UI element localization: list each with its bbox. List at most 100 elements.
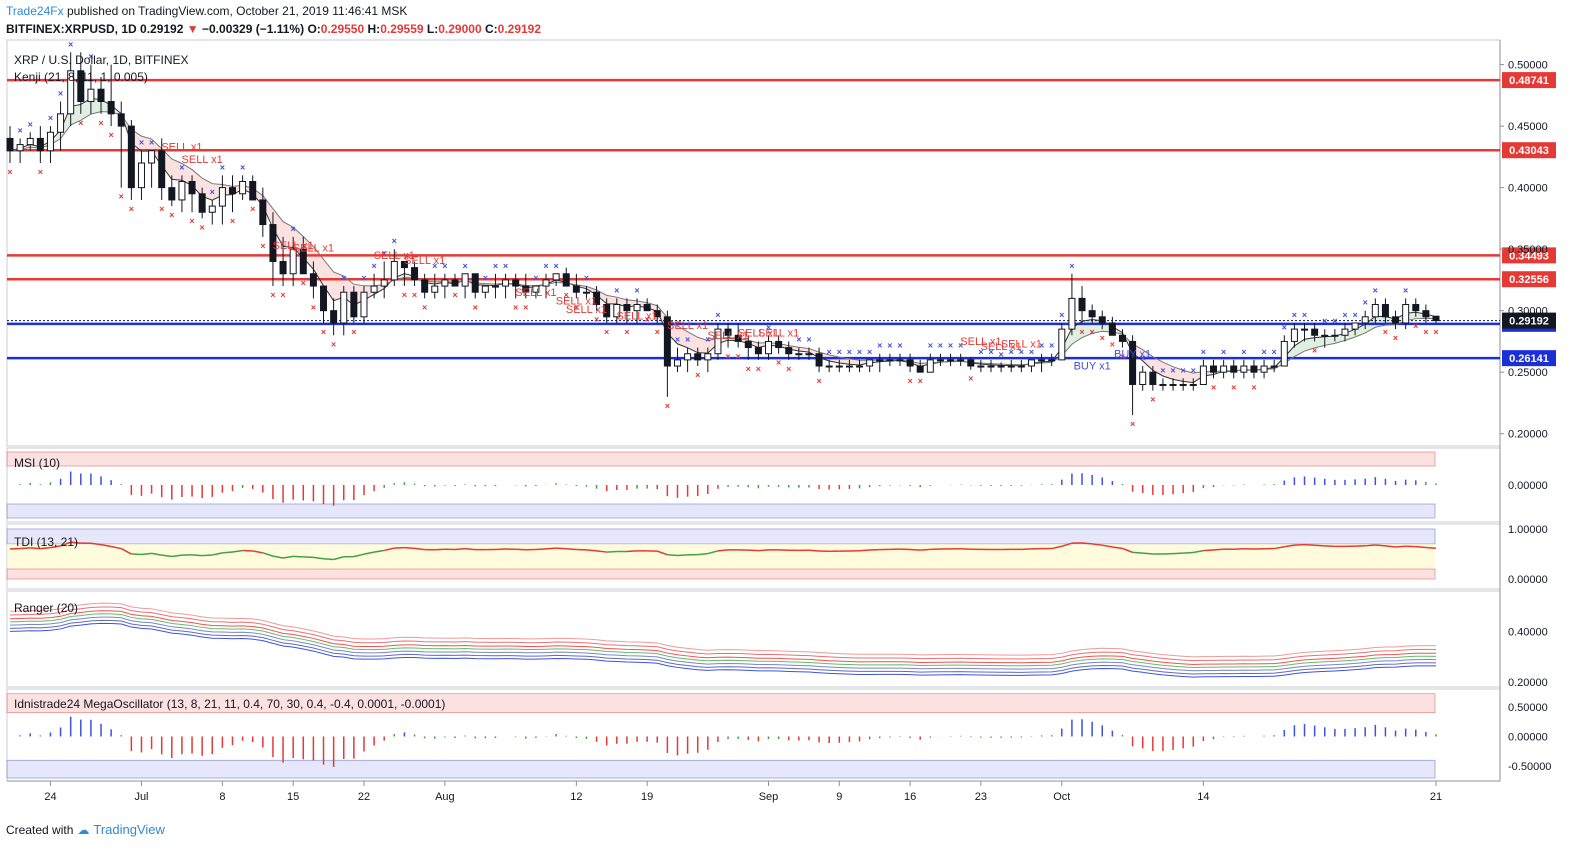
created-with-text: Created with bbox=[6, 822, 74, 837]
candle-body bbox=[532, 285, 540, 293]
candle-body bbox=[491, 285, 499, 288]
sell-cross-marker: × bbox=[655, 327, 660, 337]
candle-body bbox=[593, 291, 601, 306]
candle-body bbox=[117, 113, 125, 127]
candle-body bbox=[967, 359, 975, 367]
brand-link[interactable]: Trade24Fx bbox=[6, 4, 64, 18]
tdi-line-segment bbox=[626, 550, 638, 553]
candle-body bbox=[330, 310, 338, 324]
candle-body bbox=[987, 365, 995, 368]
mega-lower-band bbox=[6, 759, 1436, 779]
last-price-tag bbox=[1502, 312, 1556, 329]
buy-cross-marker: × bbox=[958, 341, 963, 351]
candle-body bbox=[1118, 334, 1126, 342]
candle-body bbox=[957, 359, 965, 362]
tdi-line-segment bbox=[90, 542, 102, 546]
sell-cross-marker: × bbox=[280, 290, 285, 300]
tdi-pane-title: TDI (13, 21) bbox=[14, 535, 78, 549]
x-tick-label: 21 bbox=[1430, 791, 1442, 803]
candle-body bbox=[431, 285, 439, 293]
buy-cross-marker: × bbox=[68, 39, 73, 49]
buy-cross-marker: × bbox=[553, 261, 558, 271]
tdi-line-segment bbox=[282, 555, 294, 559]
candle-body bbox=[6, 137, 14, 152]
sell-cross-marker: × bbox=[402, 290, 407, 300]
buy-cross-marker: × bbox=[1160, 365, 1165, 375]
ranger-pane-title: Ranger (20) bbox=[14, 601, 78, 615]
close-value: 0.29192 bbox=[497, 22, 542, 36]
candle-body bbox=[218, 187, 226, 207]
candle-body bbox=[1361, 316, 1369, 324]
sell-cross-marker: × bbox=[311, 302, 316, 312]
candle-body bbox=[380, 279, 388, 287]
candle-body bbox=[947, 359, 955, 362]
tdi-line-segment bbox=[202, 554, 213, 557]
sell-cross-marker: × bbox=[331, 339, 336, 349]
candle-body bbox=[178, 180, 186, 201]
kenji-band-segment bbox=[1152, 356, 1163, 376]
candle-body bbox=[259, 199, 267, 226]
candle-body bbox=[1159, 383, 1167, 386]
sell-cross-marker: × bbox=[1251, 382, 1256, 392]
buy-cross-marker: × bbox=[1302, 310, 1307, 320]
buy-cross-marker: × bbox=[837, 347, 842, 357]
buy-cross-marker: × bbox=[1221, 347, 1226, 357]
tdi-line-segment bbox=[120, 547, 132, 555]
candle-body bbox=[350, 291, 358, 318]
tdi-y-label: 1.00000 bbox=[1508, 524, 1548, 536]
candle-body bbox=[16, 144, 24, 152]
candle-body bbox=[866, 359, 874, 367]
buy-cross-marker: × bbox=[1191, 365, 1196, 375]
mega-upper-band bbox=[6, 693, 1436, 714]
buy-cross-marker: × bbox=[533, 273, 538, 283]
sell-cross-marker: × bbox=[1433, 327, 1438, 337]
sell-cross-marker: × bbox=[200, 222, 205, 232]
candle-body bbox=[1210, 365, 1218, 373]
candle-body bbox=[26, 137, 34, 146]
sell-cross-marker: × bbox=[1079, 327, 1084, 337]
mega-pane-title: Idnistrade24 MegaOscillator (13, 8, 21, … bbox=[14, 697, 445, 711]
buy-cross-marker: × bbox=[1029, 347, 1034, 357]
kenji-band-segment bbox=[697, 337, 708, 354]
candle-body bbox=[390, 260, 398, 281]
tdi-line-segment bbox=[323, 557, 334, 561]
tdi-line-segment bbox=[1284, 544, 1295, 548]
x-tick-label: 22 bbox=[358, 791, 370, 803]
candle-body bbox=[906, 359, 914, 367]
sell-cross-marker: × bbox=[736, 352, 741, 362]
candle-body bbox=[1027, 359, 1035, 367]
sell-cross-marker: × bbox=[189, 216, 194, 226]
buy-cross-marker: × bbox=[1170, 365, 1175, 375]
sell-cross-marker: × bbox=[1100, 333, 1105, 343]
candle-body bbox=[400, 260, 408, 269]
sell-signal-label: SELL x1 bbox=[1001, 339, 1042, 351]
buy-cross-marker: × bbox=[1342, 310, 1347, 320]
tdi-line-segment bbox=[1203, 549, 1214, 552]
tradingview-link[interactable]: TradingView bbox=[93, 822, 165, 837]
tdi-line-segment bbox=[465, 547, 476, 551]
tdi-line-segment bbox=[222, 551, 233, 554]
kenji-band-segment bbox=[1173, 366, 1184, 382]
tdi-line-segment bbox=[161, 554, 172, 558]
candle-body bbox=[1371, 304, 1379, 318]
low-label: L: bbox=[426, 22, 439, 36]
candle-body bbox=[1230, 365, 1238, 373]
sell-cross-marker: × bbox=[604, 327, 609, 337]
buy-cross-marker: × bbox=[361, 273, 366, 283]
buy-signal-label: BUY x1 bbox=[1074, 361, 1111, 373]
candle-body bbox=[1048, 359, 1056, 362]
tdi-line-segment bbox=[373, 549, 385, 553]
candle-body bbox=[441, 279, 449, 287]
tdi-line-segment bbox=[30, 547, 41, 550]
candle-body bbox=[471, 273, 479, 293]
open-label: O: bbox=[307, 22, 321, 36]
tdi-line-segment bbox=[1081, 542, 1093, 545]
kenji-band-segment bbox=[1304, 337, 1315, 352]
buy-cross-marker: × bbox=[1039, 341, 1044, 351]
candle-body bbox=[775, 340, 783, 349]
level-price-label: 0.32556 bbox=[1509, 274, 1549, 286]
buy-cross-marker: × bbox=[877, 341, 882, 351]
sell-cross-marker: × bbox=[1383, 327, 1388, 337]
candle-body bbox=[208, 205, 216, 213]
